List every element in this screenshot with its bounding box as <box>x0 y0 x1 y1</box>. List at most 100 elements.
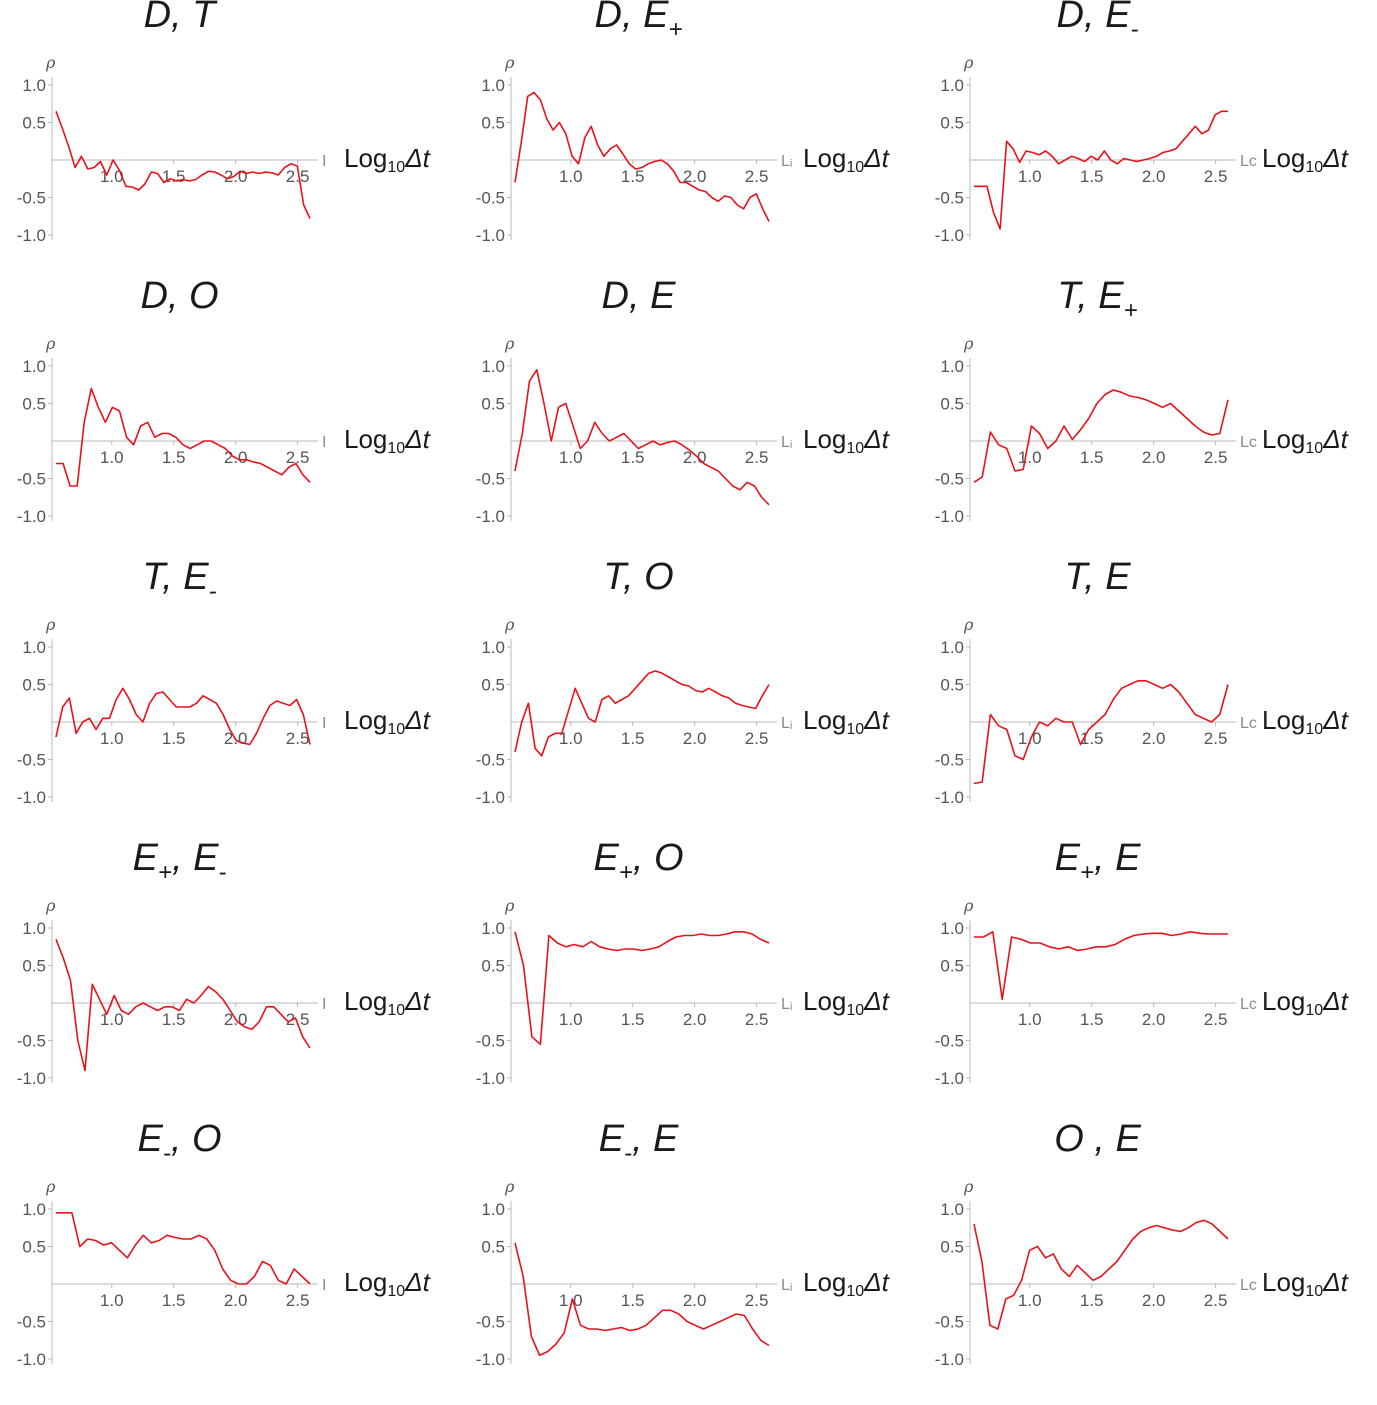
chart-panel: T, E+ ρ 1.0 0.5 -0.5 -1.0 1.0 1.5 2.0 2.5 Lc Log10Δ… <box>918 275 1377 562</box>
x-axis-label: Log10Δt <box>344 705 430 739</box>
x-axis-label-suffix: Δt <box>405 424 430 454</box>
x-tick-label: 1.0 <box>559 448 583 467</box>
y-tick-label: -0.5 <box>476 1032 505 1051</box>
x-axis-label-suffix: Δt <box>864 986 889 1016</box>
y-axis-label: ρ <box>45 896 56 915</box>
x-tick-label: 1.0 <box>559 729 583 748</box>
x-tick-label: 2.0 <box>683 1010 707 1029</box>
title-main2: , E <box>171 837 219 879</box>
chart-plot: ρ1.00.5-0.5-1.01.0 1.5 2.0 2.5I <box>17 53 327 245</box>
y-tick-label: 1.0 <box>940 357 964 376</box>
x-tick-label: 2.0 <box>1142 729 1166 748</box>
x-axis-label-sub: 10 <box>387 1002 406 1019</box>
y-tick-label: -0.5 <box>476 1313 505 1332</box>
chart-panel: E+, E-ρ 1.0 0.5 -0.5 -1.0 1.0 1.5 2.0 2.5 I Log10Δ… <box>0 837 459 1124</box>
x-axis-label: Log10Δt <box>803 1267 889 1301</box>
x-axis-label-prefix: Log <box>803 986 847 1016</box>
y-axis-label: ρ <box>963 615 974 634</box>
x-axis-label-prefix: Log <box>344 1267 388 1297</box>
x-axis-label-sub: 10 <box>846 1283 865 1300</box>
series-line <box>514 670 770 757</box>
x-tick-label: 2.0 <box>1142 167 1166 186</box>
x-axis-label-prefix: Log <box>1262 143 1306 173</box>
y-tick-label: -0.5 <box>17 1032 46 1051</box>
title-main2: , E <box>631 1118 679 1160</box>
y-tick-label: -1.0 <box>17 1350 46 1369</box>
x-tick-label: 1.0 <box>100 1010 124 1029</box>
y-axis-label: ρ <box>504 334 515 353</box>
y-tick-label: 1.0 <box>940 919 964 938</box>
title-main: D, T <box>143 0 216 36</box>
series-line <box>514 1242 770 1357</box>
title-main: E <box>1054 837 1080 879</box>
x-axis-label-suffix: Δt <box>864 1267 889 1297</box>
title-sub: - <box>208 578 217 605</box>
axis-label-clipped: I <box>322 996 326 1013</box>
y-tick-label: 1.0 <box>940 1200 964 1219</box>
chart-title: T, E- <box>0 556 359 606</box>
chart-panel: T, E-ρ 1.0 0.5 -0.5 -1.0 1.0 1.5 2.0 2.5 I Log10Δt <box>0 556 459 843</box>
y-tick-label: 0.5 <box>481 1238 505 1257</box>
series-line <box>514 931 770 1046</box>
series-line <box>974 110 1228 230</box>
x-tick-label: 2.5 <box>745 1291 769 1310</box>
y-tick-label: 0.5 <box>940 114 964 133</box>
x-axis-label-sub: 10 <box>387 159 406 176</box>
y-tick-label: 0.5 <box>22 395 46 414</box>
y-axis-label: ρ <box>504 615 515 634</box>
chart-panel: E+, O ρ 1.0 0.5 -0.5 -1.0 1.0 1.5 2.0 2.5 Lᵢ Log10Δ… <box>459 837 918 1124</box>
title-main: E <box>137 1118 163 1160</box>
axis-label-clipped: I <box>322 153 326 170</box>
axis-label-clipped: Lᵢ <box>781 715 792 732</box>
y-tick-label: -1.0 <box>935 226 964 245</box>
x-axis-label-prefix: Log <box>803 1267 847 1297</box>
y-axis-label: ρ <box>45 1177 56 1196</box>
x-axis-label-suffix: Δt <box>864 705 889 735</box>
y-axis-label: ρ <box>963 334 974 353</box>
y-tick-label: 1.0 <box>22 357 46 376</box>
x-tick-label: 1.5 <box>1080 1291 1104 1310</box>
chart-title: T, E <box>918 556 1277 599</box>
series-line <box>974 931 1228 1001</box>
chart-plot: ρ 1.0 0.5 -0.5 -1.0 1.0 1.5 2.0 2.5 Lc <box>935 1177 1257 1369</box>
series-line <box>56 387 311 487</box>
x-axis-label-suffix: Δt <box>405 705 430 735</box>
title-main: T, O <box>603 556 674 598</box>
y-tick-label: -1.0 <box>935 788 964 807</box>
axis-label-clipped: Lc <box>1240 996 1257 1013</box>
title-main2: , E <box>1093 837 1141 879</box>
y-tick-label: 1.0 <box>940 76 964 95</box>
x-tick-label: 1.5 <box>162 167 186 186</box>
y-tick-label: 0.5 <box>481 395 505 414</box>
x-tick-label: 1.5 <box>621 448 645 467</box>
y-axis-label: ρ <box>963 896 974 915</box>
title-main: E <box>598 1118 624 1160</box>
x-axis-label-prefix: Log <box>344 143 388 173</box>
x-axis-label: Log10Δt <box>1262 1267 1348 1301</box>
y-tick-label: -1.0 <box>476 1069 505 1088</box>
x-tick-label: 2.0 <box>1142 1291 1166 1310</box>
x-axis-label: Log10Δt <box>344 424 430 458</box>
chart-title: D, T <box>0 0 359 37</box>
y-tick-label: -1.0 <box>935 1069 964 1088</box>
y-axis-label: ρ <box>504 53 515 72</box>
x-axis-label-sub: 10 <box>387 1283 406 1300</box>
x-tick-label: 2.5 <box>286 448 310 467</box>
x-tick-label: 1.0 <box>1018 1291 1042 1310</box>
x-axis-label: Log10Δt <box>803 424 889 458</box>
title-sub: - <box>162 1140 171 1167</box>
chart-panel: E-, O ρ 1.0 0.5 -0.5 -1.0 1.0 1.5 2.0 2.5 I Log10Δt <box>0 1118 459 1405</box>
y-tick-label: -0.5 <box>476 470 505 489</box>
x-tick-label: 1.0 <box>1018 448 1042 467</box>
y-tick-label: -1.0 <box>17 1069 46 1088</box>
x-axis-label-suffix: Δt <box>405 1267 430 1297</box>
y-axis-label: ρ <box>45 53 56 72</box>
series-line <box>55 939 311 1072</box>
y-tick-label: 0.5 <box>940 395 964 414</box>
title-main: D, E <box>601 275 676 317</box>
x-tick-label: 1.5 <box>162 1010 186 1029</box>
x-tick-label: 2.5 <box>286 167 310 186</box>
y-tick-label: 0.5 <box>940 957 964 976</box>
y-axis-label: ρ <box>963 53 974 72</box>
y-axis-label: ρ <box>504 1177 515 1196</box>
